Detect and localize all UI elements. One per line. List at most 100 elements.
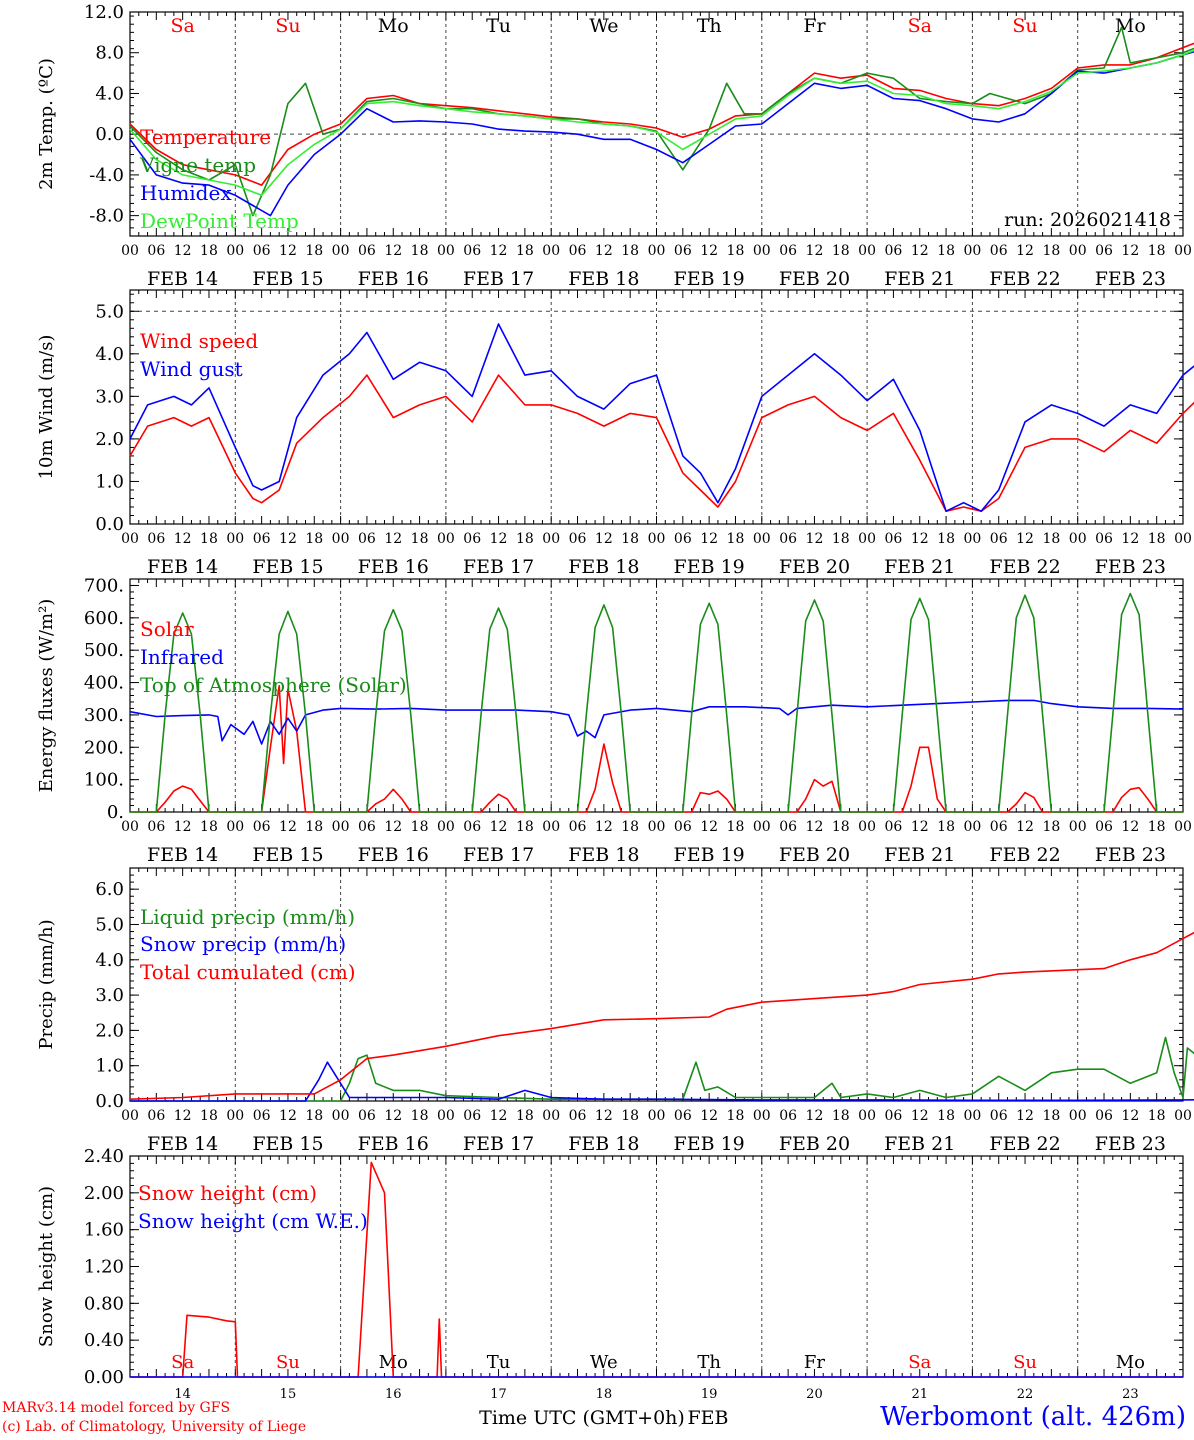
day-name: Th: [697, 15, 722, 37]
hour-label: 18: [621, 819, 639, 835]
date-label: FEB 23: [1095, 268, 1166, 290]
y-tick-label: -8.0: [89, 206, 124, 227]
hour-label: 18: [516, 243, 534, 259]
date-label: FEB 19: [674, 556, 745, 578]
day-name: We: [589, 15, 618, 37]
hour-label: 18: [200, 819, 218, 835]
date-label: FEB 15: [252, 844, 323, 866]
hour-label: 12: [384, 819, 402, 835]
legend-entry: Temperature: [140, 125, 271, 149]
y-tick-label: 5.0: [95, 301, 124, 322]
date-label: FEB 20: [779, 556, 850, 578]
hour-label: 00: [963, 243, 981, 259]
hour-label: 00: [963, 1108, 981, 1124]
date-label: FEB 14: [147, 556, 218, 578]
day-number: 21: [911, 1387, 928, 1402]
hour-label: 12: [279, 243, 297, 259]
hour-label: 00: [121, 1108, 139, 1124]
hour-label: 12: [700, 243, 718, 259]
hour-label: 12: [490, 819, 508, 835]
day-name: Su: [1012, 15, 1037, 37]
hour-label: 06: [779, 531, 797, 547]
date-label: FEB 19: [674, 268, 745, 290]
hour-label: 06: [1095, 243, 1113, 259]
date-label: FEB 23: [1095, 844, 1166, 866]
date-label: FEB 20: [779, 844, 850, 866]
hour-label: 12: [174, 1108, 192, 1124]
hour-label: 12: [595, 1108, 613, 1124]
hour-label: 18: [621, 1108, 639, 1124]
date-label: FEB 22: [989, 844, 1060, 866]
hour-label: 12: [490, 243, 508, 259]
legend-entry: DewPoint Temp: [140, 209, 299, 233]
y-tick-label: 4.0: [95, 950, 124, 971]
panel-frame: [129, 11, 1184, 237]
legend-entry: Vigne temp: [139, 153, 256, 177]
hour-label: 06: [569, 819, 587, 835]
panel-precip: 0.0 1.0 2.0 3.0 4.0 5.0 6.0 Precip (mm/h) 00 06 12…: [36, 867, 1194, 1155]
hour-label: 06: [147, 1108, 165, 1124]
date-label: FEB 21: [884, 844, 955, 866]
hour-label: 06: [358, 1108, 376, 1124]
hour-label: 06: [990, 1108, 1008, 1124]
hour-label: 06: [990, 243, 1008, 259]
date-label: FEB 21: [884, 268, 955, 290]
y-tick-label: 100.: [84, 770, 124, 791]
hour-label: 00: [1174, 1108, 1192, 1124]
hour-label: 18: [200, 531, 218, 547]
y-tick-label: 200.: [84, 737, 124, 758]
hour-label: 12: [700, 819, 718, 835]
hour-label: 12: [595, 243, 613, 259]
hour-label: 00: [437, 243, 455, 259]
hour-label: 12: [279, 531, 297, 547]
hour-label: 12: [911, 531, 929, 547]
day-name: Fr: [803, 15, 826, 37]
day-name: Sa: [170, 15, 194, 37]
day-number: 15: [280, 1387, 297, 1402]
hour-label: 18: [411, 819, 429, 835]
hour-label: 06: [674, 819, 692, 835]
xaxis-title: Time UTC (GMT+0h): [479, 1407, 685, 1429]
y-tick-label: 600.: [84, 608, 124, 629]
date-label: FEB 19: [674, 1133, 745, 1155]
hour-label: 18: [1148, 819, 1166, 835]
panel-snow: 0.00 0.40 0.80 1.20 1.60 2.00 2.40 Snow height …: [36, 1146, 1184, 1402]
hour-label: 18: [411, 531, 429, 547]
hour-label: 00: [858, 531, 876, 547]
hour-label: 12: [595, 819, 613, 835]
date-label: FEB 17: [463, 1133, 534, 1155]
hour-label: 12: [911, 1108, 929, 1124]
hour-label: 18: [305, 1108, 323, 1124]
hour-label: 00: [1069, 1108, 1087, 1124]
date-label: FEB 19: [674, 844, 745, 866]
y-tick-label: 6.0: [95, 879, 124, 900]
xaxis-month: FEB: [687, 1407, 728, 1429]
hour-label: 18: [1042, 531, 1060, 547]
hour-label: 06: [463, 819, 481, 835]
legend-entry: Humidex: [140, 181, 232, 205]
day-name: Mo: [378, 15, 409, 37]
hour-label: 18: [305, 531, 323, 547]
hour-label: 00: [121, 243, 139, 259]
hour-label: 18: [727, 819, 745, 835]
hour-label: 06: [253, 243, 271, 259]
hour-label: 00: [1174, 819, 1192, 835]
day-name: Th: [697, 1352, 721, 1373]
hour-label: 12: [1121, 243, 1139, 259]
series-vigne-temp: [129, 26, 1194, 217]
hour-label: 12: [1121, 1108, 1139, 1124]
date-label: FEB 22: [989, 1133, 1060, 1155]
hour-label: 12: [806, 531, 824, 547]
day-name: Su: [276, 1352, 300, 1373]
legend-entry: Snow height (cm): [138, 1181, 317, 1205]
day-name: Su: [1013, 1352, 1037, 1373]
date-label: FEB 22: [989, 268, 1060, 290]
hour-label: 06: [569, 1108, 587, 1124]
hour-label: 06: [253, 1108, 271, 1124]
date-label: FEB 14: [147, 1133, 218, 1155]
y-tick-label: 2.00: [84, 1183, 124, 1204]
legend-entry: Infrared: [140, 645, 224, 669]
series-top-of-atmosphere-solar: [130, 592, 1183, 813]
hour-label: 06: [1095, 531, 1113, 547]
y-tick-label: 0.40: [84, 1330, 124, 1351]
